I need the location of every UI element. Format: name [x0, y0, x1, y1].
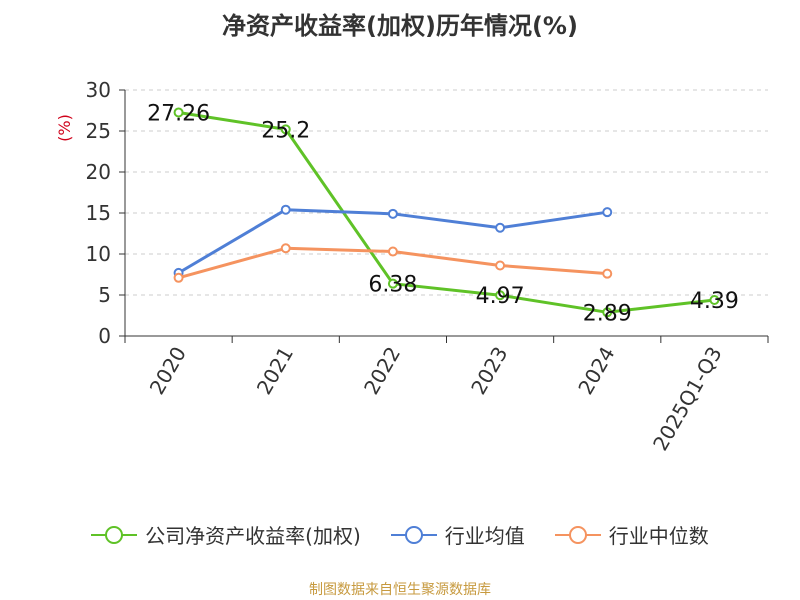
y-tick-label: 10 — [86, 242, 111, 266]
x-tick-label: 2022 — [359, 343, 405, 399]
series-point — [173, 272, 184, 283]
x-tick-label: 2021 — [252, 343, 298, 399]
y-tick-label: 25 — [86, 119, 111, 143]
series-point — [602, 268, 613, 279]
series-point — [495, 260, 506, 271]
legend-item-industry-median[interactable]: 行业中位数 — [554, 520, 709, 549]
legend-line-marker-icon — [91, 525, 138, 544]
y-tick-label: 5 — [98, 283, 111, 307]
series-point — [602, 307, 613, 318]
y-tick-label: 15 — [86, 201, 111, 225]
series-point — [280, 243, 291, 254]
series-point — [387, 208, 398, 219]
data-label: 4.39 — [690, 289, 739, 314]
data-label: 27.26 — [147, 101, 210, 126]
y-tick-label: 20 — [86, 160, 111, 184]
y-tick-label: 0 — [98, 324, 111, 348]
chart-title: 净资产收益率(加权)历年情况(%) — [222, 12, 578, 40]
series-line — [177, 208, 608, 275]
series-line — [178, 110, 715, 314]
legend-line-marker-icon — [554, 525, 601, 544]
legend-label-company: 公司净资产收益率(加权) — [145, 524, 361, 548]
legend-item-industry-mean[interactable]: 行业均值 — [390, 520, 525, 549]
data-label: 2.89 — [583, 301, 632, 326]
y-tick-label: 30 — [86, 78, 111, 102]
legend-label-industry-median: 行业中位数 — [608, 524, 709, 548]
legend-label-industry-mean: 行业均值 — [444, 524, 525, 548]
x-tick-label: 2025Q1-Q3 — [648, 343, 727, 455]
grid-lines — [125, 89, 768, 296]
y-axis-label: (%) — [55, 114, 74, 142]
data-labels: 27.26 25.2 6.38 4.97 2.89 4.39 — [147, 101, 739, 326]
series-point — [495, 222, 506, 233]
data-label: 6.38 — [368, 273, 417, 298]
legend-line-marker-icon — [390, 525, 437, 544]
x-tick-label: 2023 — [466, 343, 512, 399]
series-point — [173, 107, 184, 118]
legend: 公司净资产收益率(加权) 行业均值 行业中位数 — [0, 520, 800, 549]
series-point — [387, 246, 398, 257]
series-point — [495, 290, 506, 301]
data-source-note: 制图数据来自恒生聚源数据库 — [309, 582, 491, 598]
data-label: 25.2 — [261, 118, 310, 143]
series-point — [387, 278, 398, 289]
series-point — [280, 204, 291, 215]
series-lines — [173, 107, 720, 318]
series-point — [709, 295, 720, 306]
axes: 0 5 10 15 20 25 30 2020 2021 2022 2023 2024 2025Q1-Q… — [55, 78, 769, 455]
legend-item-company[interactable]: 公司净资产收益率(加权) — [91, 520, 361, 549]
data-label: 4.97 — [476, 284, 525, 309]
series-point — [602, 207, 613, 218]
series-point — [280, 124, 291, 135]
x-tick-label: 2020 — [145, 343, 191, 399]
x-tick-label: 2024 — [573, 343, 619, 399]
